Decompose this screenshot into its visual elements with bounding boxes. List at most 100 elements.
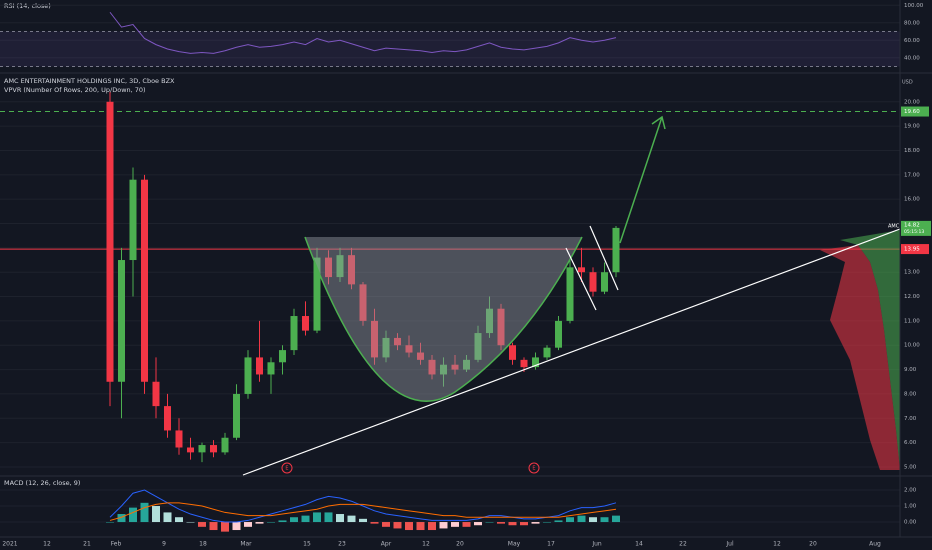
candle-body: [313, 257, 321, 331]
histogram-bar: [451, 522, 459, 527]
candle-body: [474, 333, 482, 360]
histogram-bar: [462, 522, 471, 527]
candle-body: [440, 364, 447, 375]
y-tick-label: 20.00: [904, 99, 920, 105]
target-arrow: [619, 115, 666, 244]
level-box: [901, 244, 929, 255]
y-tick-label: 12.00: [904, 294, 920, 300]
histogram-bar: [186, 522, 195, 523]
histogram-bar: [163, 512, 172, 523]
histogram-bar: [290, 517, 298, 523]
candle-body: [359, 284, 367, 321]
y-tick-label: 0.00: [904, 520, 917, 526]
histogram-bar: [347, 515, 356, 523]
candle-body: [612, 227, 620, 273]
candle-body: [394, 337, 401, 346]
y-tick-label: 8.00: [904, 391, 917, 397]
candle-body: [497, 308, 505, 346]
candle-body: [532, 357, 539, 368]
y-tick-label: 10.00: [904, 343, 920, 349]
candle-body: [164, 406, 171, 431]
candle-body: [152, 381, 160, 407]
candle-body: [371, 320, 378, 358]
flag-line: [565, 247, 597, 311]
candle-body: [555, 320, 562, 348]
candle-body: [141, 179, 148, 382]
x-tick-label: 9: [162, 541, 166, 548]
histogram-bar: [485, 522, 494, 523]
histogram-bar: [589, 517, 597, 523]
x-tick-label: Apr: [381, 541, 392, 548]
histogram-bar: [359, 518, 367, 523]
y-tick-label: 5.00: [904, 464, 917, 470]
x-tick-label: 12: [773, 541, 781, 548]
histogram-bar: [600, 517, 609, 523]
x-tick-label: 15: [303, 541, 311, 548]
x-tick-label: 2021: [2, 541, 17, 548]
candle-body: [578, 267, 585, 273]
candle-body: [417, 352, 424, 360]
x-tick-label: 21: [83, 541, 91, 548]
y-tick-label: 19.00: [904, 124, 920, 130]
y-tick-label: 17.00: [904, 172, 920, 178]
candle-body: [175, 430, 183, 448]
x-tick-label: 12: [43, 541, 51, 548]
candle-body: [118, 260, 125, 382]
y-tick-label: 100.00: [904, 3, 924, 9]
x-tick-label: 12: [422, 541, 430, 548]
candle-body: [336, 255, 344, 278]
histogram-bar: [554, 520, 563, 523]
countdown: 05:15:13: [904, 229, 924, 235]
candle-body: [106, 101, 114, 382]
candle-body: [290, 316, 298, 351]
histogram-bar: [497, 522, 505, 524]
histogram-bar: [117, 514, 126, 523]
rsi-line: [109, 11, 617, 54]
last-price-box: [901, 220, 931, 236]
candle-body: [325, 257, 332, 278]
y-tick-label: 80.00: [904, 20, 920, 26]
currency: USD: [902, 80, 913, 86]
rsi-title: RSI (14, close): [4, 2, 51, 10]
event-marker: [528, 462, 540, 474]
y-tick-label: 6.00: [904, 440, 917, 446]
flag-line: [589, 225, 619, 291]
y-tick-label: 40.00: [904, 55, 920, 61]
histogram-bar: [106, 522, 114, 523]
histogram-bar: [416, 522, 425, 531]
chart-title: AMC ENTERTAINMENT HOLDINGS INC, 3D, Cboe…: [4, 77, 175, 85]
volume-profile-up: [840, 230, 900, 470]
trend-line: [242, 228, 901, 476]
candle-body: [382, 337, 390, 358]
level-label: 19.60: [904, 109, 920, 115]
histogram-bar: [577, 515, 586, 523]
x-tick-label: Aug: [869, 541, 881, 548]
histogram-bar: [393, 522, 402, 529]
y-tick-label: 16.00: [904, 197, 920, 203]
histogram-bar: [152, 506, 160, 523]
candle-body: [129, 179, 137, 261]
band-fill: [0, 31, 900, 67]
histogram-bar: [129, 507, 137, 523]
x-tick-label: Jul: [725, 541, 734, 548]
y-tick-label: 60.00: [904, 38, 920, 44]
histogram-bar: [175, 517, 183, 523]
histogram-bar: [370, 522, 379, 524]
candle-body: [601, 272, 608, 292]
histogram-bar: [221, 522, 229, 532]
candle-body: [198, 445, 206, 453]
event-label: E: [285, 466, 288, 472]
histogram-bar: [313, 512, 321, 523]
histogram-bar: [508, 522, 517, 526]
y-tick-label: 13.00: [904, 270, 920, 276]
level-box: [901, 106, 929, 117]
histogram-bar: [405, 522, 413, 531]
cup-curve: [304, 236, 583, 402]
histogram-bar: [232, 522, 241, 531]
candle-body: [520, 359, 528, 368]
drawings: [0, 0, 932, 538]
x-tick-label: Jun: [591, 541, 602, 548]
candle-body: [302, 316, 309, 331]
histogram-bar: [336, 514, 344, 523]
x-tick-label: 14: [635, 541, 643, 548]
